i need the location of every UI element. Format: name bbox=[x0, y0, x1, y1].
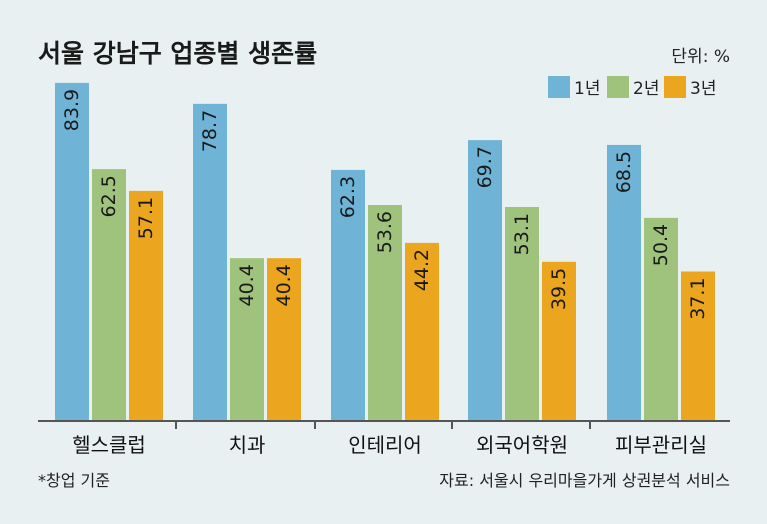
value-label-5-2: 50.4 bbox=[650, 224, 672, 266]
value-label-2-3: 40.4 bbox=[273, 264, 295, 306]
bar-5-3 bbox=[681, 271, 715, 421]
bar-5-1 bbox=[607, 144, 641, 421]
category-label-2: 치과 bbox=[229, 433, 266, 457]
value-label-2-2: 40.4 bbox=[236, 264, 258, 306]
value-label-5-3: 37.1 bbox=[687, 277, 709, 319]
bar-2-3 bbox=[267, 258, 301, 421]
x-axis-ticks bbox=[175, 421, 591, 429]
bar-1-3 bbox=[129, 190, 163, 421]
bar-1-2 bbox=[92, 169, 126, 421]
bar-4-2 bbox=[505, 207, 539, 421]
category-labels: 헬스클럽 치과 인테리어 외국어학원 피부관리실 bbox=[72, 433, 707, 457]
category-label-1: 헬스클럽 bbox=[72, 433, 146, 457]
bar-2-1 bbox=[193, 103, 227, 422]
bar-4-1 bbox=[468, 140, 502, 421]
value-label-4-2: 53.1 bbox=[511, 213, 533, 255]
category-label-5: 피부관리실 bbox=[615, 433, 707, 457]
bar-3-1 bbox=[331, 169, 365, 421]
bar-4-3 bbox=[542, 261, 576, 421]
value-label-3-3: 44.2 bbox=[411, 249, 433, 291]
legend-label-3: 3년 bbox=[690, 79, 716, 99]
bar-1-1 bbox=[55, 82, 89, 422]
legend-swatch-1 bbox=[548, 76, 570, 98]
bar-3-3 bbox=[405, 242, 439, 421]
value-label-1-3: 57.1 bbox=[135, 197, 157, 239]
value-label-3-2: 53.6 bbox=[374, 211, 396, 253]
value-label-1-2: 62.5 bbox=[98, 175, 120, 217]
chart-title: 서울 강남구 업종별 생존률 bbox=[38, 39, 317, 68]
value-label-4-1: 69.7 bbox=[474, 146, 496, 188]
source-note: 자료: 서울시 우리마을가게 상권분석 서비스 bbox=[439, 471, 730, 490]
category-label-4: 외국어학원 bbox=[476, 433, 568, 457]
bar-2-2 bbox=[230, 258, 264, 421]
value-labels: 83.9 62.5 57.1 78.7 40.4 40.4 62.3 53.6 44.2 69.7… bbox=[61, 89, 709, 320]
unit-label: 단위: % bbox=[671, 47, 730, 67]
value-label-4-3: 39.5 bbox=[548, 268, 570, 310]
bar-5-2 bbox=[644, 217, 678, 421]
bar-group bbox=[55, 82, 715, 422]
value-label-2-1: 78.7 bbox=[199, 110, 221, 152]
bar-3-2 bbox=[368, 204, 402, 421]
legend-swatch-3 bbox=[664, 76, 686, 98]
legend-label-2: 2년 bbox=[633, 79, 659, 99]
footnote: *창업 기준 bbox=[38, 471, 110, 490]
legend-swatch-2 bbox=[607, 76, 629, 98]
value-label-3-1: 62.3 bbox=[337, 176, 359, 218]
category-label-3: 인테리어 bbox=[348, 433, 422, 457]
value-label-1-1: 83.9 bbox=[61, 89, 83, 131]
legend-label-1: 1년 bbox=[574, 79, 600, 99]
legend: 1년 2년 3년 bbox=[548, 76, 716, 99]
value-label-5-1: 68.5 bbox=[613, 151, 635, 193]
